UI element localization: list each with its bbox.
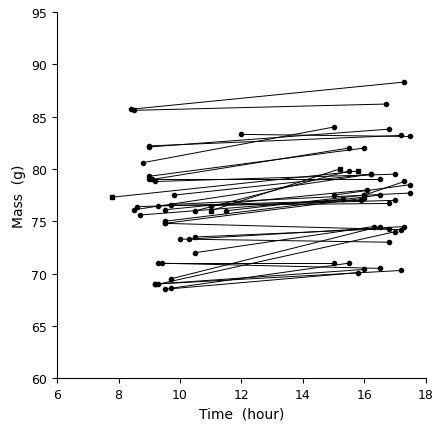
X-axis label: Time  (hour): Time (hour)	[198, 407, 283, 421]
Y-axis label: Mass  (g): Mass (g)	[12, 164, 26, 227]
